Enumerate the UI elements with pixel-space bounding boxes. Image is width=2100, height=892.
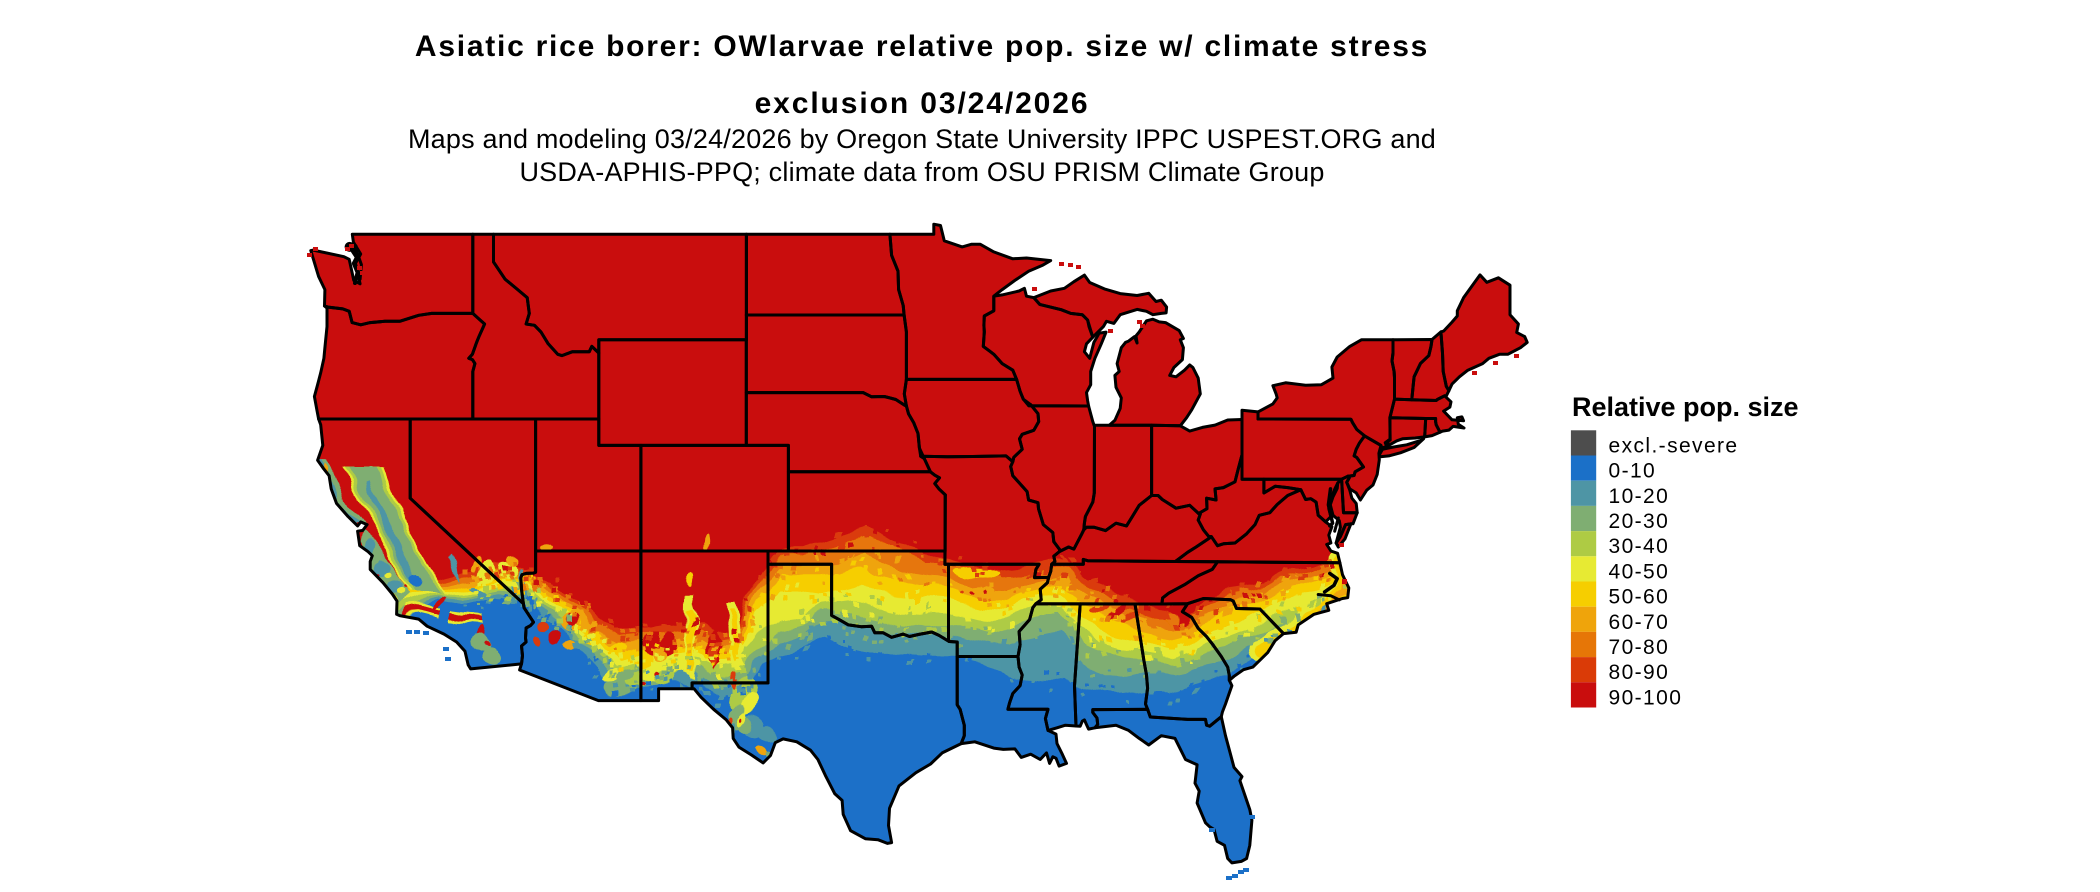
svg-text:80-90: 80-90: [1609, 661, 1670, 684]
svg-text:90-100: 90-100: [1609, 686, 1683, 709]
svg-text:excl.-severe: excl.-severe: [1609, 434, 1739, 457]
svg-text:40-50: 40-50: [1609, 560, 1670, 583]
svg-text:20-30: 20-30: [1609, 510, 1670, 533]
svg-text:70-80: 70-80: [1609, 636, 1670, 659]
svg-text:30-40: 30-40: [1609, 535, 1670, 558]
svg-text:exclusion 03/24/2026: exclusion 03/24/2026: [755, 87, 1090, 120]
svg-text:USDA-APHIS-PPQ; climate data f: USDA-APHIS-PPQ; climate data from OSU PR…: [519, 157, 1324, 187]
svg-text:0-10: 0-10: [1609, 460, 1657, 483]
svg-text:Relative pop. size: Relative pop. size: [1572, 392, 1799, 422]
svg-text:10-20: 10-20: [1609, 485, 1670, 508]
svg-text:Maps and modeling 03/24/2026 b: Maps and modeling 03/24/2026 by Oregon S…: [408, 124, 1436, 154]
svg-text:60-70: 60-70: [1609, 611, 1670, 634]
svg-text:50-60: 50-60: [1609, 586, 1670, 609]
svg-text:Asiatic rice borer: OWlarvae r: Asiatic rice borer: OWlarvae relative po…: [415, 30, 1429, 63]
